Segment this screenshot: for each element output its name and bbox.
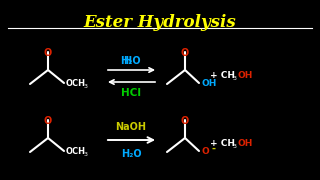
- Text: OH: OH: [237, 71, 252, 80]
- Text: Ester Hydrolysis: Ester Hydrolysis: [84, 14, 236, 31]
- Text: O: O: [44, 116, 52, 126]
- Text: 3: 3: [233, 75, 237, 80]
- Text: HCl: HCl: [121, 88, 141, 98]
- Text: OCH: OCH: [66, 80, 86, 89]
- Text: + CH: + CH: [210, 71, 235, 80]
- Text: O: O: [181, 116, 189, 126]
- Text: H₂O: H₂O: [120, 56, 140, 66]
- Text: -: -: [211, 144, 215, 154]
- Text: OCH: OCH: [66, 147, 86, 156]
- Text: + CH: + CH: [210, 138, 235, 147]
- Text: OH: OH: [201, 80, 216, 89]
- Text: O: O: [44, 48, 52, 58]
- Text: O: O: [181, 48, 189, 58]
- Text: H₂O: H₂O: [121, 149, 141, 159]
- Text: OH: OH: [237, 138, 252, 147]
- Text: 3: 3: [233, 143, 237, 148]
- Text: H: H: [123, 56, 131, 66]
- Text: 3: 3: [84, 84, 88, 89]
- Text: NaOH: NaOH: [116, 122, 147, 132]
- Text: O: O: [201, 147, 209, 156]
- Text: 3: 3: [84, 152, 88, 158]
